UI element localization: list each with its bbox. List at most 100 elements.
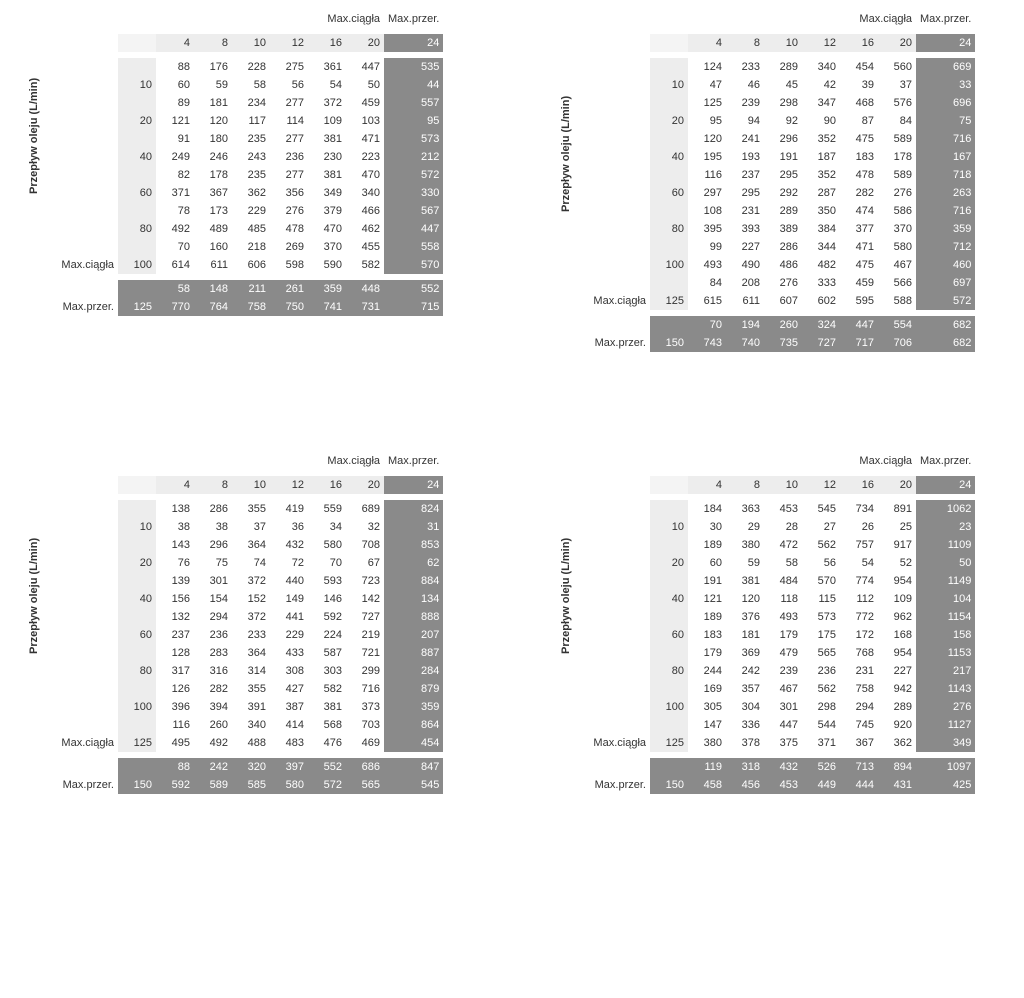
y-axis-label: Przepływ oleju (L/min) bbox=[28, 634, 40, 654]
data-cell: 554 bbox=[878, 316, 916, 334]
data-cell: 239 bbox=[726, 94, 764, 112]
data-cell: 179 bbox=[688, 644, 726, 662]
data-cell: 50 bbox=[346, 76, 384, 94]
data-cell: 482 bbox=[802, 256, 840, 274]
data-cell: 484 bbox=[764, 572, 802, 590]
data-cell: 109 bbox=[878, 590, 916, 608]
data-cell: 236 bbox=[270, 148, 308, 166]
row-label: Max.przer. bbox=[48, 776, 118, 794]
row-index: 125 bbox=[650, 292, 688, 310]
data-cell: 715 bbox=[384, 298, 443, 316]
data-cell: 154 bbox=[194, 590, 232, 608]
data-cell: 33 bbox=[916, 76, 975, 94]
data-cell: 483 bbox=[270, 734, 308, 752]
data-cell: 39 bbox=[840, 76, 878, 94]
data-cell: 58 bbox=[764, 554, 802, 572]
data-cell: 235 bbox=[232, 166, 270, 184]
data-cell: 147 bbox=[688, 716, 726, 734]
data-cell: 172 bbox=[840, 626, 878, 644]
data-cell: 244 bbox=[688, 662, 726, 680]
data-cell: 396 bbox=[156, 698, 194, 716]
data-cell: 757 bbox=[840, 536, 878, 554]
column-header: 10 bbox=[232, 34, 270, 52]
data-cell: 917 bbox=[878, 536, 916, 554]
column-header: 4 bbox=[156, 476, 194, 494]
data-cell: 454 bbox=[384, 734, 443, 752]
data-cell: 489 bbox=[194, 220, 232, 238]
data-cell: 589 bbox=[878, 130, 916, 148]
data-cell: 371 bbox=[156, 184, 194, 202]
data-cell: 183 bbox=[688, 626, 726, 644]
data-cell: 370 bbox=[308, 238, 346, 256]
data-cell: 470 bbox=[346, 166, 384, 184]
data-cell: 444 bbox=[840, 776, 878, 794]
data-cell: 146 bbox=[308, 590, 346, 608]
data-cell: 184 bbox=[688, 500, 726, 518]
column-header: 8 bbox=[726, 476, 764, 494]
data-cell: 595 bbox=[840, 292, 878, 310]
row-index: 40 bbox=[118, 590, 156, 608]
data-cell: 191 bbox=[688, 572, 726, 590]
data-cell: 716 bbox=[916, 202, 975, 220]
data-cell: 37 bbox=[232, 518, 270, 536]
data-cell: 168 bbox=[878, 626, 916, 644]
data-cell: 887 bbox=[384, 644, 443, 662]
row-label: Max.ciągła bbox=[580, 734, 650, 752]
data-cell: 706 bbox=[878, 334, 916, 352]
data-cell: 727 bbox=[346, 608, 384, 626]
data-cell: 942 bbox=[878, 680, 916, 698]
data-cell: 50 bbox=[916, 554, 975, 572]
row-index: 150 bbox=[650, 334, 688, 352]
data-cell: 260 bbox=[764, 316, 802, 334]
data-cell: 242 bbox=[194, 758, 232, 776]
data-cell: 340 bbox=[346, 184, 384, 202]
data-cell: 263 bbox=[916, 184, 975, 202]
data-cell: 490 bbox=[726, 256, 764, 274]
data-cell: 689 bbox=[346, 500, 384, 518]
data-cell: 493 bbox=[688, 256, 726, 274]
data-cell: 492 bbox=[194, 734, 232, 752]
data-cell: 103 bbox=[346, 112, 384, 130]
data-cell: 56 bbox=[802, 554, 840, 572]
data-cell: 768 bbox=[840, 644, 878, 662]
data-cell: 447 bbox=[384, 220, 443, 238]
column-header: 4 bbox=[688, 34, 726, 52]
data-cell: 109 bbox=[308, 112, 346, 130]
column-header: 10 bbox=[232, 476, 270, 494]
data-cell: 38 bbox=[156, 518, 194, 536]
data-cell: 716 bbox=[916, 130, 975, 148]
data-cell: 56 bbox=[270, 76, 308, 94]
data-cell: 237 bbox=[156, 626, 194, 644]
data-cell: 478 bbox=[270, 220, 308, 238]
data-cell: 344 bbox=[802, 238, 840, 256]
data-cell: 305 bbox=[688, 698, 726, 716]
data-table: Max.ciągłaMax.przer.48101216202413828635… bbox=[10, 452, 482, 794]
data-cell: 740 bbox=[726, 334, 764, 352]
data-cell: 602 bbox=[802, 292, 840, 310]
data-cell: 91 bbox=[156, 130, 194, 148]
data-cell: 371 bbox=[802, 734, 840, 752]
data-cell: 493 bbox=[764, 608, 802, 626]
data-cell: 565 bbox=[346, 776, 384, 794]
data-cell: 589 bbox=[878, 166, 916, 184]
data-cell: 37 bbox=[878, 76, 916, 94]
column-header: 12 bbox=[270, 34, 308, 52]
data-cell: 375 bbox=[764, 734, 802, 752]
data-cell: 750 bbox=[270, 298, 308, 316]
data-cell: 397 bbox=[270, 758, 308, 776]
data-cell: 441 bbox=[270, 608, 308, 626]
data-cell: 78 bbox=[156, 202, 194, 220]
data-cell: 88 bbox=[156, 58, 194, 76]
row-label bbox=[580, 76, 650, 94]
data-cell: 580 bbox=[270, 776, 308, 794]
data-cell: 284 bbox=[384, 662, 443, 680]
data-cell: 173 bbox=[194, 202, 232, 220]
data-cell: 560 bbox=[878, 58, 916, 76]
data-cell: 708 bbox=[346, 536, 384, 554]
data-cell: 545 bbox=[802, 500, 840, 518]
data-cell: 26 bbox=[840, 518, 878, 536]
data-cell: 363 bbox=[726, 500, 764, 518]
data-cell: 449 bbox=[802, 776, 840, 794]
data-cell: 373 bbox=[346, 698, 384, 716]
data-cell: 303 bbox=[308, 662, 346, 680]
